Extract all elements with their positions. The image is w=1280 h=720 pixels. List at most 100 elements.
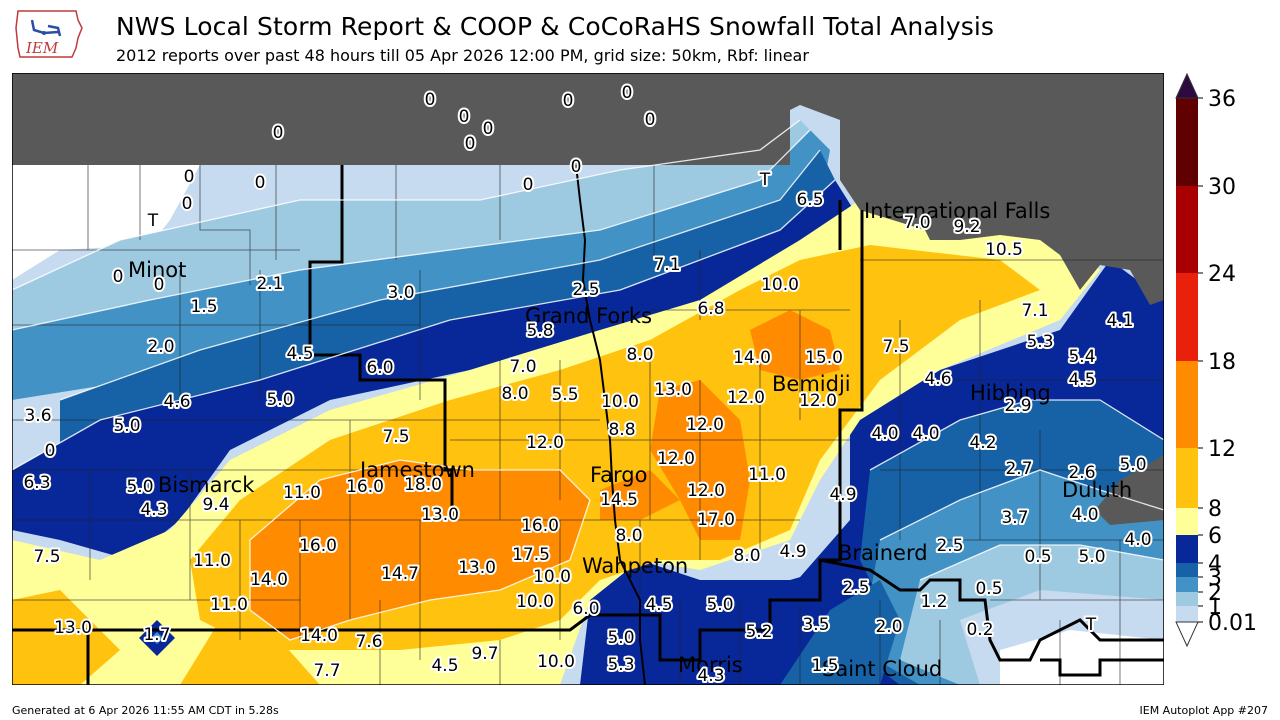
report-value: 6.8 (697, 299, 724, 319)
report-value: 10.0 (516, 592, 554, 612)
report-value: 8.0 (626, 345, 653, 365)
report-value: 4.3 (697, 666, 724, 685)
report-value: 0 (113, 267, 124, 287)
report-value: 7.5 (382, 427, 409, 447)
report-value: 5.3 (607, 655, 634, 675)
report-value: 2.5 (842, 578, 869, 598)
colorbar-bin (1176, 508, 1198, 535)
report-value: 4.2 (969, 433, 996, 453)
report-value: 0.2 (966, 620, 993, 640)
report-value: 0 (273, 123, 284, 143)
report-value: 16.0 (521, 516, 559, 536)
report-value: 13.0 (54, 618, 92, 638)
colorbar-bin (1176, 273, 1198, 361)
report-value: 0 (571, 157, 582, 177)
report-value: 5.0 (706, 595, 733, 615)
report-value: 6.5 (796, 190, 823, 210)
report-value: 15.0 (805, 348, 843, 368)
report-value: 11.0 (748, 465, 786, 485)
city-label: Hibbing (970, 381, 1051, 405)
report-value: 6.0 (366, 358, 393, 378)
report-value: 4.0 (1071, 505, 1098, 525)
city-label: International Falls (864, 199, 1050, 223)
report-value: 5.0 (113, 416, 140, 436)
report-value: 0 (645, 110, 656, 130)
app-label: IEM Autoplot App #207 (1139, 704, 1269, 717)
colorbar-tick-label: 24 (1208, 262, 1236, 287)
city-label: Duluth (1062, 478, 1132, 502)
report-value: T (759, 170, 771, 190)
report-value: 14.0 (250, 570, 288, 590)
report-value: 8.0 (615, 526, 642, 546)
report-value: 1.5 (190, 297, 217, 317)
city-label: Bemidji (772, 372, 851, 396)
colorbar-tick-label: 0.01 (1208, 611, 1257, 636)
report-value: 4.9 (779, 542, 806, 562)
report-value: 17.0 (697, 510, 735, 530)
report-value: 3.0 (387, 283, 414, 303)
report-value: 5.0 (1078, 547, 1105, 567)
report-value: 16.0 (346, 477, 384, 497)
colorbar-tick-label: 6 (1208, 524, 1222, 549)
report-value: 0 (459, 107, 470, 127)
report-value: 0 (45, 441, 56, 461)
report-value: 14.7 (381, 564, 419, 584)
report-value: 5.0 (1119, 455, 1146, 475)
report-value: 1.5 (811, 656, 838, 676)
colorbar-tick-label: 18 (1208, 350, 1236, 375)
lake-superior (1095, 455, 1164, 525)
report-value: 5.0 (607, 628, 634, 648)
report-value: T (147, 211, 159, 231)
colorbar-bin (1176, 361, 1198, 448)
outside-domain-north (12, 73, 1164, 305)
colorbar-tick-label: 1 (1208, 595, 1222, 620)
report-value: 10.0 (761, 275, 799, 295)
report-value: 2.6 (1068, 463, 1095, 483)
report-value: 9.4 (202, 495, 229, 515)
report-value: 9.2 (953, 217, 980, 237)
colorbar-bin (1176, 592, 1198, 606)
report-value: 3.5 (802, 615, 829, 635)
snowfall-map[interactable]: Minot Grand Forks International Falls Bemid… (12, 73, 1164, 685)
report-value: 17.5 (512, 545, 550, 565)
report-value: 4.0 (1124, 530, 1151, 550)
report-value: 14.5 (600, 490, 638, 510)
report-value: 14.0 (733, 348, 771, 368)
city-label: Saint Cloud (822, 657, 942, 681)
report-value: 4.5 (645, 595, 672, 615)
report-value: 5.8 (526, 321, 553, 341)
report-value: 4.5 (431, 656, 458, 676)
report-value: 5.3 (1026, 332, 1053, 352)
report-value: 2.1 (256, 274, 283, 294)
report-value: 0 (465, 134, 476, 154)
iem-logo: IEM (14, 8, 84, 60)
report-value: 12.0 (687, 481, 725, 501)
report-value: 0 (563, 91, 574, 111)
report-value: 13.0 (458, 558, 496, 578)
city-label: Fargo (590, 463, 647, 487)
report-value: 7.0 (903, 213, 930, 233)
report-value: 7.5 (33, 547, 60, 567)
report-value: 0 (523, 175, 534, 195)
report-value: 1.2 (920, 592, 947, 612)
report-value: 3.7 (1001, 508, 1028, 528)
report-value: 12.0 (727, 388, 765, 408)
colorbar-bin (1176, 98, 1198, 186)
colorbar-over-arrow (1175, 72, 1199, 99)
report-value: 4.6 (163, 392, 190, 412)
report-value: 10.0 (601, 392, 639, 412)
colorbar-bin (1176, 448, 1198, 508)
report-value: 5.0 (126, 477, 153, 497)
report-value: 7.1 (653, 255, 680, 275)
report-value: 10.0 (537, 652, 575, 672)
colorbar-tick-label: 2 (1208, 581, 1222, 606)
colorbar-tick-label: 3 (1208, 566, 1222, 591)
report-value: 6.3 (23, 473, 50, 493)
colorbar-bin (1176, 606, 1198, 622)
report-value: 2.7 (1005, 459, 1032, 479)
report-value: 11.0 (193, 551, 231, 571)
report-value: 12.0 (799, 391, 837, 411)
report-value: 5.0 (266, 390, 293, 410)
report-value: 2.5 (936, 536, 963, 556)
report-value: 16.0 (299, 536, 337, 556)
